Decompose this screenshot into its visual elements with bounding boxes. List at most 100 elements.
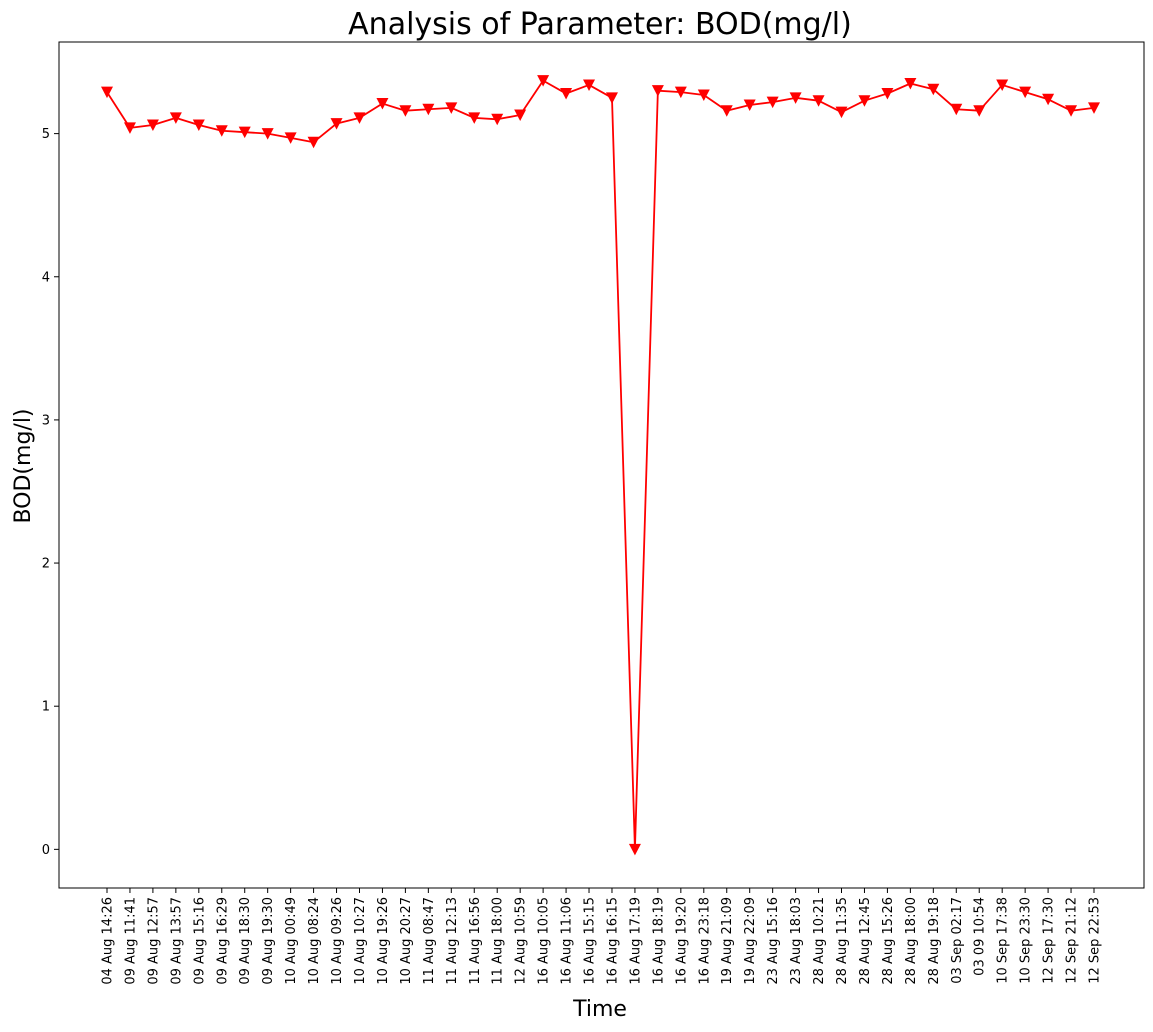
x-tick-label: 11 Aug 12:13	[445, 897, 460, 985]
x-tick-label: 10 Sep 23:30	[1019, 897, 1034, 984]
data-point-marker	[560, 88, 573, 100]
x-tick-label: 09 Aug 18:30	[238, 897, 253, 985]
x-tick-label: 16 Aug 19:20	[674, 897, 689, 985]
x-tick-label: 16 Aug 17:19	[628, 897, 643, 985]
x-tick-label: 11 Aug 08:47	[422, 897, 437, 985]
data-point-marker	[491, 113, 504, 126]
x-tick-label: 28 Aug 15:26	[881, 897, 896, 985]
data-point-marker	[973, 105, 986, 117]
x-tick-label: 12 Aug 10:59	[514, 897, 529, 985]
data-point-marker	[537, 75, 550, 87]
x-tick-label: 10 Aug 20:27	[399, 897, 414, 985]
x-tick-label: 12 Sep 21:12	[1065, 897, 1080, 984]
y-tick-label: 2	[42, 557, 50, 572]
x-tick-label: 10 Sep 17:38	[996, 897, 1011, 984]
x-tick-label: 19 Aug 22:09	[743, 897, 758, 985]
x-tick-label: 10 Aug 10:27	[353, 897, 368, 985]
x-tick-label: 09 Aug 16:29	[215, 897, 230, 985]
data-point-marker	[628, 843, 641, 856]
x-tick-label: 16 Aug 11:06	[560, 897, 575, 985]
y-tick-label: 5	[42, 127, 50, 142]
y-tick-label: 1	[42, 700, 50, 715]
data-point-marker	[651, 85, 664, 97]
data-point-marker	[192, 119, 205, 132]
data-point-marker	[422, 103, 435, 116]
x-tick-label: 11 Aug 16:56	[468, 897, 483, 985]
plot-area-frame	[58, 41, 1145, 889]
x-tick-label: 09 Aug 15:16	[192, 897, 207, 985]
x-tick-label: 03 09 10:54	[973, 897, 988, 976]
x-tick-label: 09 Aug 11:41	[123, 897, 138, 985]
data-point-marker	[399, 105, 412, 117]
x-tick-label: 28 Aug 12:45	[858, 897, 873, 985]
y-tick-label: 0	[42, 843, 50, 858]
x-tick-label: 28 Aug 18:00	[904, 897, 919, 985]
data-point-marker	[261, 128, 274, 140]
x-tick-label: 16 Aug 23:18	[697, 897, 712, 985]
data-point-marker	[904, 78, 917, 90]
data-point-marker	[674, 86, 687, 99]
x-tick-label: 16 Aug 18:19	[651, 897, 666, 985]
data-point-marker	[583, 79, 596, 91]
x-tick-label: 19 Aug 21:09	[720, 897, 735, 985]
x-tick-label: 09 Aug 12:57	[146, 897, 161, 985]
data-point-marker	[1042, 93, 1055, 106]
data-point-marker	[376, 98, 389, 110]
series-line	[106, 79, 1095, 851]
data-point-marker	[766, 96, 779, 109]
x-tick-label: 23 Aug 15:16	[766, 897, 781, 985]
y-tick-label: 3	[42, 413, 50, 428]
x-axis-label: Time	[572, 997, 627, 1022]
chart-title: Analysis of Parameter: BOD(mg/l)	[348, 7, 852, 42]
data-point-marker	[468, 112, 481, 124]
data-point-marker	[697, 89, 710, 101]
data-point-marker	[605, 92, 618, 104]
x-tick-label: 28 Aug 10:21	[812, 897, 827, 985]
data-point-marker	[1065, 105, 1078, 117]
data-point-marker	[1019, 86, 1032, 99]
x-tick-label: 28 Aug 19:18	[927, 897, 942, 985]
x-tick-label: 10 Aug 00:49	[284, 897, 299, 985]
x-tick-label: 16 Aug 15:15	[583, 897, 598, 985]
data-point-marker	[514, 109, 527, 122]
x-tick-label: 12 Sep 17:30	[1042, 897, 1057, 984]
series-bod	[101, 75, 1100, 856]
y-tick-label: 4	[42, 270, 50, 285]
x-tick-label: 04 Aug 14:26	[101, 897, 116, 985]
data-point-marker	[812, 95, 825, 107]
data-point-marker	[215, 125, 228, 137]
data-point-marker	[835, 106, 848, 119]
data-point-marker	[1088, 102, 1100, 114]
x-tick-label: 11 Aug 18:00	[491, 897, 506, 985]
data-point-marker	[858, 95, 871, 107]
x-tick-label: 12 Sep 22:53	[1088, 897, 1103, 984]
data-point-marker	[881, 88, 894, 100]
data-point-marker	[284, 132, 297, 144]
axis-ticks: 0 1 2 3 4 5 04 Aug 14:26 09 Aug 11:41 09 Aug 12:…	[42, 127, 1103, 985]
data-point-marker	[238, 126, 251, 139]
data-point-marker	[146, 119, 159, 132]
data-point-marker	[307, 136, 320, 149]
x-tick-label: 10 Aug 19:26	[376, 897, 391, 985]
data-point-marker	[743, 99, 756, 111]
x-tick-label: 09 Aug 19:30	[261, 897, 276, 985]
x-tick-label: 16 Aug 16:15	[605, 897, 620, 985]
data-point-marker	[169, 112, 182, 124]
data-point-marker	[789, 92, 802, 104]
x-tick-label: 09 Aug 13:57	[169, 897, 184, 985]
data-point-marker	[996, 79, 1009, 91]
x-tick-label: 10 Aug 08:24	[307, 897, 322, 985]
data-point-marker	[927, 83, 940, 96]
x-tick-label: 10 Aug 09:26	[330, 897, 345, 985]
data-point-marker	[950, 103, 963, 116]
x-tick-label: 23 Aug 18:03	[789, 897, 804, 985]
data-point-marker	[101, 86, 113, 99]
data-point-marker	[123, 122, 136, 134]
data-point-marker	[330, 118, 343, 130]
data-point-marker	[720, 105, 733, 117]
x-tick-label: 03 Sep 02:17	[950, 897, 965, 984]
y-axis-label: BOD(mg/l)	[11, 408, 36, 523]
x-tick-label: 16 Aug 10:05	[537, 897, 552, 985]
x-tick-label: 28 Aug 11:35	[835, 897, 850, 985]
